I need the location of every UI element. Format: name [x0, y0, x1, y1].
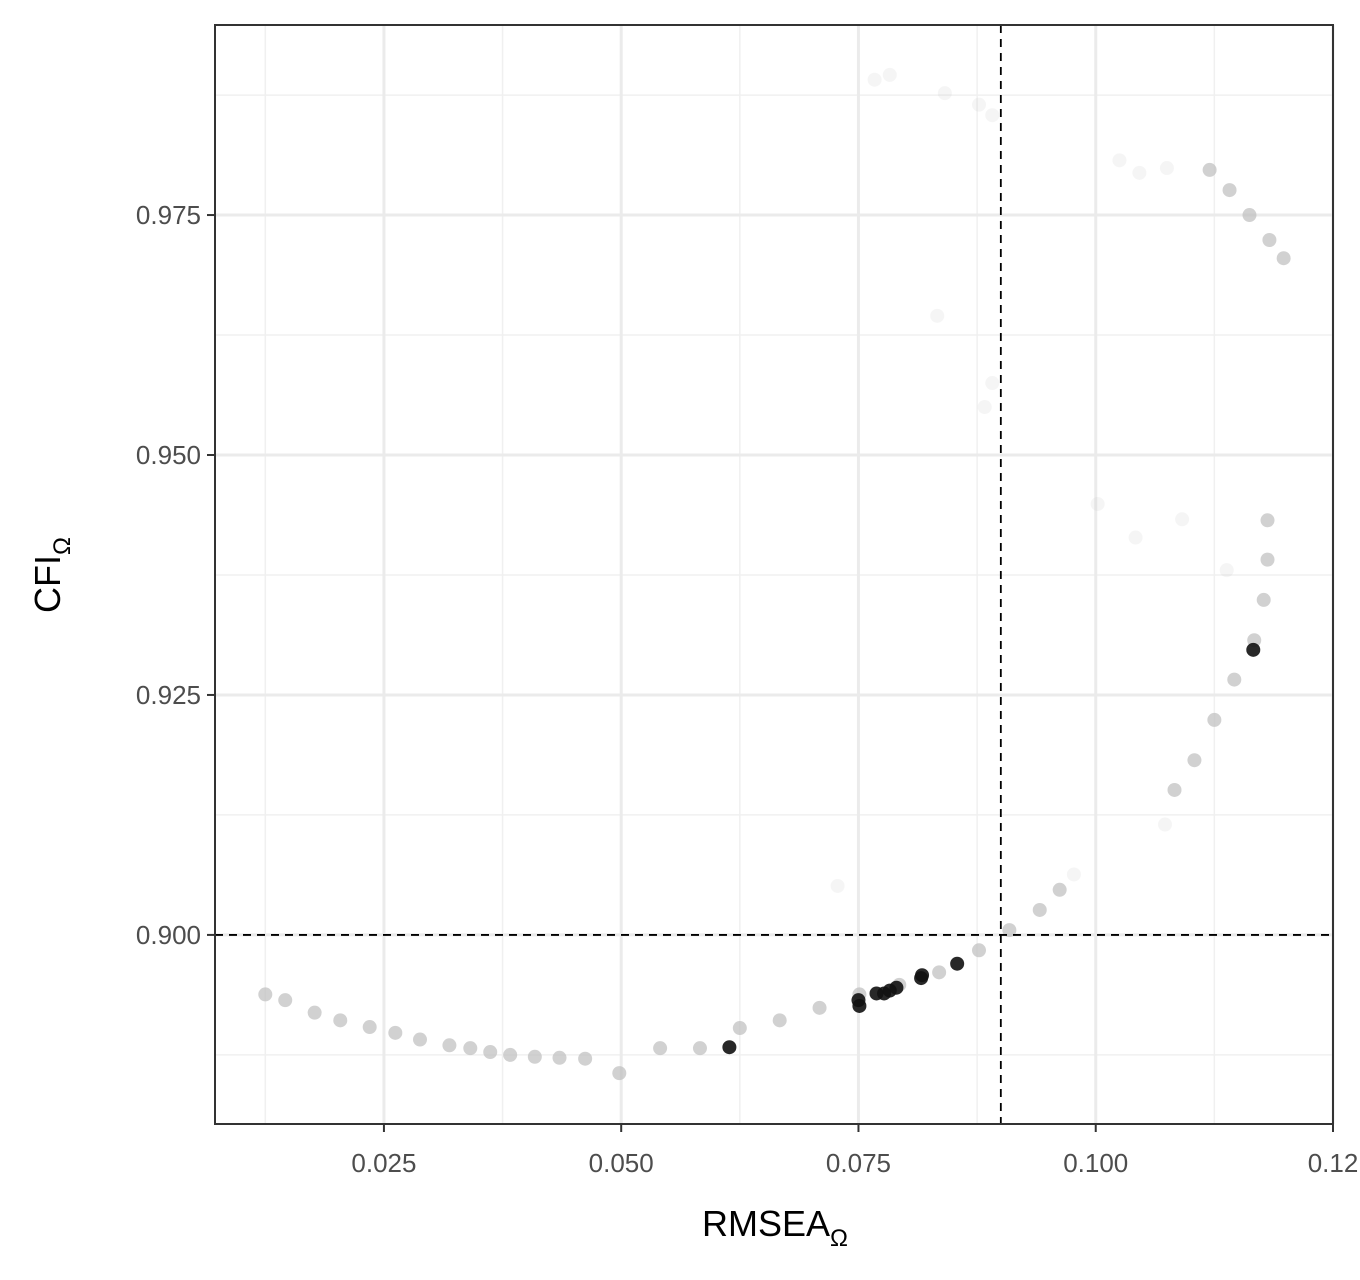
point — [1276, 251, 1291, 266]
point — [930, 308, 945, 323]
point — [1242, 208, 1257, 223]
point — [333, 1013, 348, 1028]
point — [552, 1050, 567, 1065]
x-axis-title: RMSEAΩ — [702, 1203, 848, 1252]
point — [1159, 161, 1174, 176]
point — [1052, 882, 1067, 897]
y-axis-title-subscript: Ω — [49, 537, 76, 555]
y-tick-label: 0.925 — [136, 680, 201, 710]
point — [985, 108, 1000, 123]
point — [1066, 867, 1081, 882]
point — [1132, 165, 1147, 180]
point — [882, 67, 897, 82]
point — [527, 1049, 542, 1064]
point — [503, 1047, 518, 1062]
point — [971, 943, 986, 958]
point — [830, 878, 845, 893]
point — [1207, 712, 1222, 727]
point — [977, 400, 992, 415]
point — [388, 1025, 403, 1040]
point — [950, 956, 965, 971]
point — [1227, 672, 1242, 687]
point — [278, 993, 293, 1008]
plot-border — [214, 24, 1334, 1125]
point — [722, 1040, 737, 1055]
point — [1262, 233, 1277, 248]
point — [412, 1032, 427, 1047]
point — [1260, 513, 1275, 528]
point — [867, 72, 882, 87]
point — [1202, 162, 1217, 177]
point — [932, 965, 947, 980]
point — [1032, 902, 1047, 917]
point — [1175, 512, 1190, 527]
point — [1260, 552, 1275, 567]
y-axis-title: CFIΩ — [27, 537, 76, 613]
point — [692, 1041, 707, 1056]
point — [732, 1021, 747, 1036]
point — [463, 1041, 478, 1056]
point — [1187, 753, 1202, 768]
point — [1219, 563, 1234, 578]
point — [442, 1038, 457, 1053]
point — [937, 86, 952, 101]
x-tick-label: 0.050 — [589, 1148, 654, 1178]
y-tick-label: 0.975 — [136, 200, 201, 230]
x-tick-label: 0.025 — [351, 1148, 416, 1178]
point — [985, 376, 1000, 391]
point — [578, 1051, 593, 1066]
point — [852, 998, 867, 1013]
point — [1222, 183, 1237, 198]
point — [612, 1066, 627, 1081]
point — [772, 1013, 787, 1028]
point — [1256, 592, 1271, 607]
point — [362, 1020, 377, 1035]
x-tick-label: 0.075 — [826, 1148, 891, 1178]
point — [971, 97, 986, 112]
point — [1158, 817, 1173, 832]
point — [1128, 530, 1143, 545]
y-tick-label: 0.900 — [136, 920, 201, 950]
point — [307, 1005, 322, 1020]
y-axis-title-text: CFI — [27, 555, 68, 613]
x-tick-label: 0.12 — [1308, 1148, 1359, 1178]
x-tick-label: 0.100 — [1063, 1148, 1128, 1178]
point — [812, 1000, 827, 1015]
point — [258, 987, 273, 1002]
point — [1167, 782, 1182, 797]
point — [1112, 153, 1127, 168]
point — [653, 1041, 668, 1056]
point — [1090, 496, 1105, 511]
point — [483, 1045, 498, 1060]
point — [915, 968, 930, 983]
point — [889, 980, 904, 995]
y-tick-label: 0.950 — [136, 440, 201, 470]
point — [1002, 923, 1017, 938]
point — [1246, 642, 1261, 657]
x-axis-title-text: RMSEA — [702, 1203, 830, 1244]
x-axis-title-subscript: Ω — [830, 1225, 848, 1252]
